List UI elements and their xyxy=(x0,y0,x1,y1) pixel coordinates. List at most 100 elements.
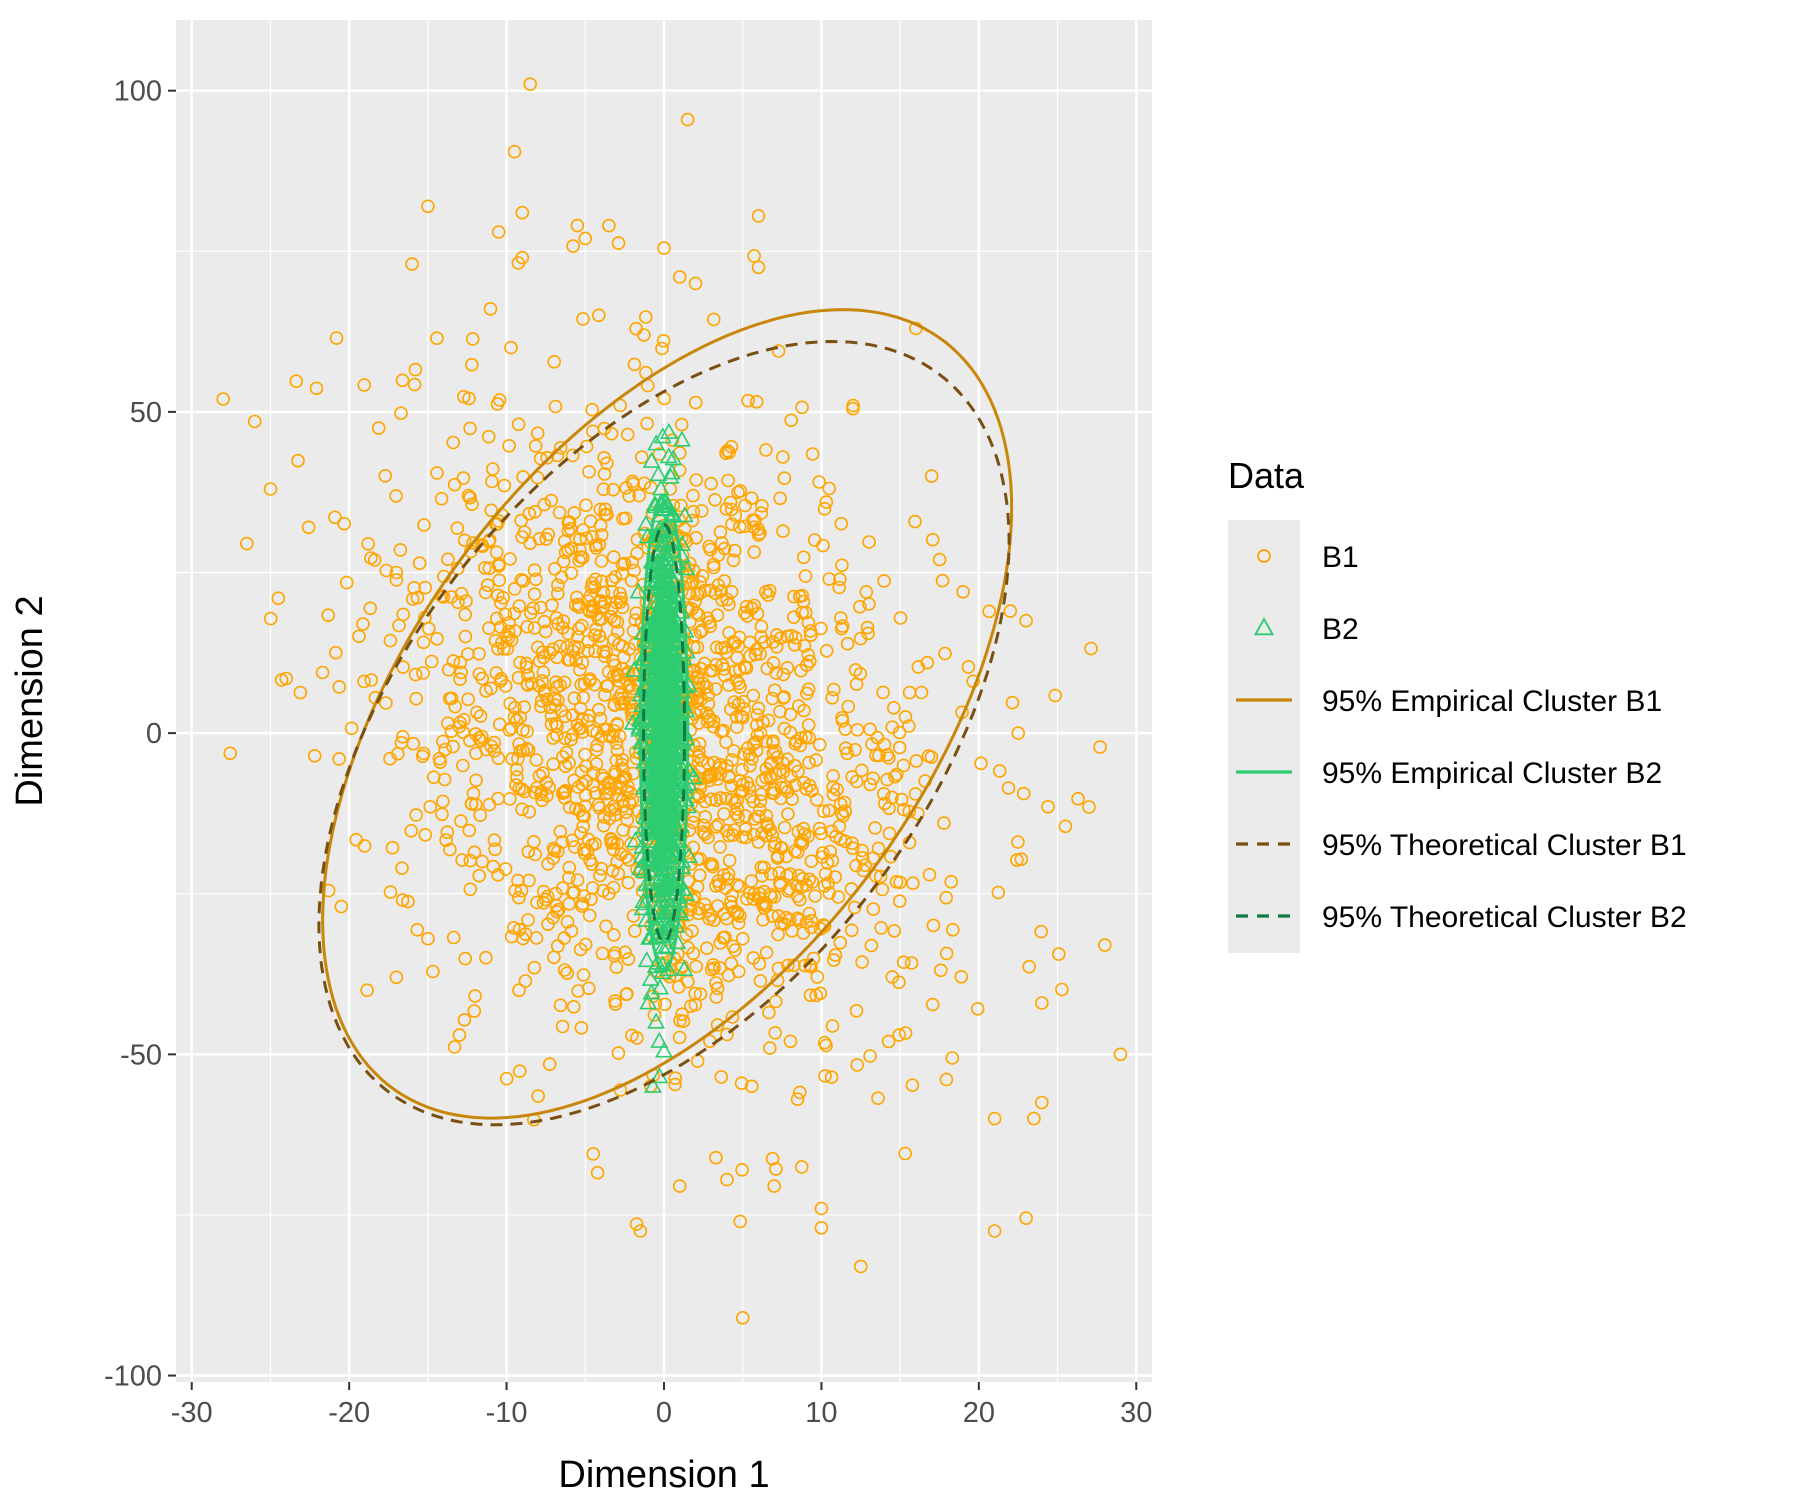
b1-point xyxy=(446,435,461,450)
b1-point xyxy=(566,239,580,253)
b1-point xyxy=(473,709,488,723)
b1-point xyxy=(790,1092,805,1106)
b1-point xyxy=(546,841,561,856)
b1-point xyxy=(791,824,806,839)
b1-point xyxy=(794,731,808,745)
b1-point xyxy=(491,751,506,766)
b1-point xyxy=(553,998,568,1013)
b1-point xyxy=(747,598,762,613)
b1-point xyxy=(447,1040,462,1054)
b1-point xyxy=(684,576,699,591)
empirical-ellipse-b2 xyxy=(638,493,690,973)
b1-point xyxy=(694,705,708,719)
b1-point xyxy=(623,696,638,710)
b1-point xyxy=(465,497,479,512)
b1-point xyxy=(589,757,604,771)
b1-point xyxy=(458,629,473,644)
b1-point xyxy=(816,804,831,819)
b1-point xyxy=(361,536,376,551)
b1-point xyxy=(435,794,450,809)
b1-point xyxy=(481,429,496,444)
b1-point xyxy=(592,537,607,552)
legend-label-empirical-b2: 95% Empirical Cluster B2 xyxy=(1322,757,1662,790)
b1-point xyxy=(441,662,456,677)
b1-point xyxy=(710,608,725,623)
b1-point xyxy=(751,701,766,716)
b1-point xyxy=(446,930,461,945)
b2-point xyxy=(647,1012,666,1029)
b1-point xyxy=(472,868,487,883)
y-tick-label: 0 xyxy=(146,718,162,750)
b1-point xyxy=(468,797,483,812)
b1-point xyxy=(845,770,860,784)
b1-point xyxy=(838,804,853,819)
b1-point xyxy=(332,752,346,766)
b1-point xyxy=(605,584,620,599)
b1-point xyxy=(453,655,468,670)
b1-point xyxy=(479,950,493,965)
b1-point xyxy=(538,892,553,907)
b1-point xyxy=(541,527,556,542)
b1-point xyxy=(1052,947,1066,961)
b1-point xyxy=(590,1165,605,1180)
b1-point xyxy=(571,780,586,795)
b1-point xyxy=(418,827,433,842)
b1-point xyxy=(689,473,704,487)
b1-point xyxy=(850,722,865,737)
b2-point xyxy=(659,726,677,743)
b1-point xyxy=(593,711,608,726)
b1-point xyxy=(472,667,487,681)
b1-point xyxy=(530,470,545,485)
b1-point xyxy=(586,765,601,780)
b1-point xyxy=(620,427,635,442)
b1-point xyxy=(730,877,745,892)
b1-point xyxy=(655,341,669,356)
b1-point xyxy=(516,574,531,588)
b1-point xyxy=(437,772,452,787)
b1-point xyxy=(584,892,598,907)
b1-point xyxy=(592,629,607,643)
b1-point xyxy=(731,676,746,691)
b1-point xyxy=(613,781,628,796)
b1-point xyxy=(872,748,886,763)
b1-point xyxy=(853,1259,868,1274)
b2-point xyxy=(660,865,679,882)
b1-point xyxy=(389,970,404,985)
b1-point xyxy=(817,501,832,516)
b1-point xyxy=(421,621,436,636)
b1-point xyxy=(866,771,880,786)
b1-point xyxy=(579,531,594,546)
b1-point xyxy=(1010,853,1024,867)
b1-point xyxy=(679,927,694,942)
b1-point xyxy=(749,718,764,732)
b1-point xyxy=(560,915,575,929)
b1-point xyxy=(549,675,563,690)
b1-point xyxy=(882,801,896,816)
b1-point xyxy=(792,589,807,604)
y-tick-label: 50 xyxy=(130,397,162,429)
b1-point xyxy=(512,890,526,905)
b1-point xyxy=(795,400,809,415)
b1-point xyxy=(887,923,902,938)
b2-point xyxy=(666,722,685,739)
b1-point xyxy=(329,331,344,345)
b1-point xyxy=(364,673,379,687)
b1-point xyxy=(569,653,583,668)
b1-point xyxy=(547,561,562,576)
b1-point xyxy=(385,840,400,855)
b1-point xyxy=(614,591,629,606)
b1-point xyxy=(739,661,754,675)
b1-point xyxy=(773,875,787,890)
b2-point xyxy=(629,582,648,599)
b1-point xyxy=(565,448,580,463)
b1-point xyxy=(819,495,834,509)
b1-point xyxy=(833,572,847,587)
b2-point xyxy=(661,467,680,484)
b1-point xyxy=(512,983,526,998)
b1-point xyxy=(492,717,507,732)
b1-point xyxy=(547,354,562,369)
b1-point xyxy=(788,630,803,645)
b1-point xyxy=(598,502,613,517)
b1-point xyxy=(854,763,869,778)
b1-point xyxy=(621,952,636,966)
